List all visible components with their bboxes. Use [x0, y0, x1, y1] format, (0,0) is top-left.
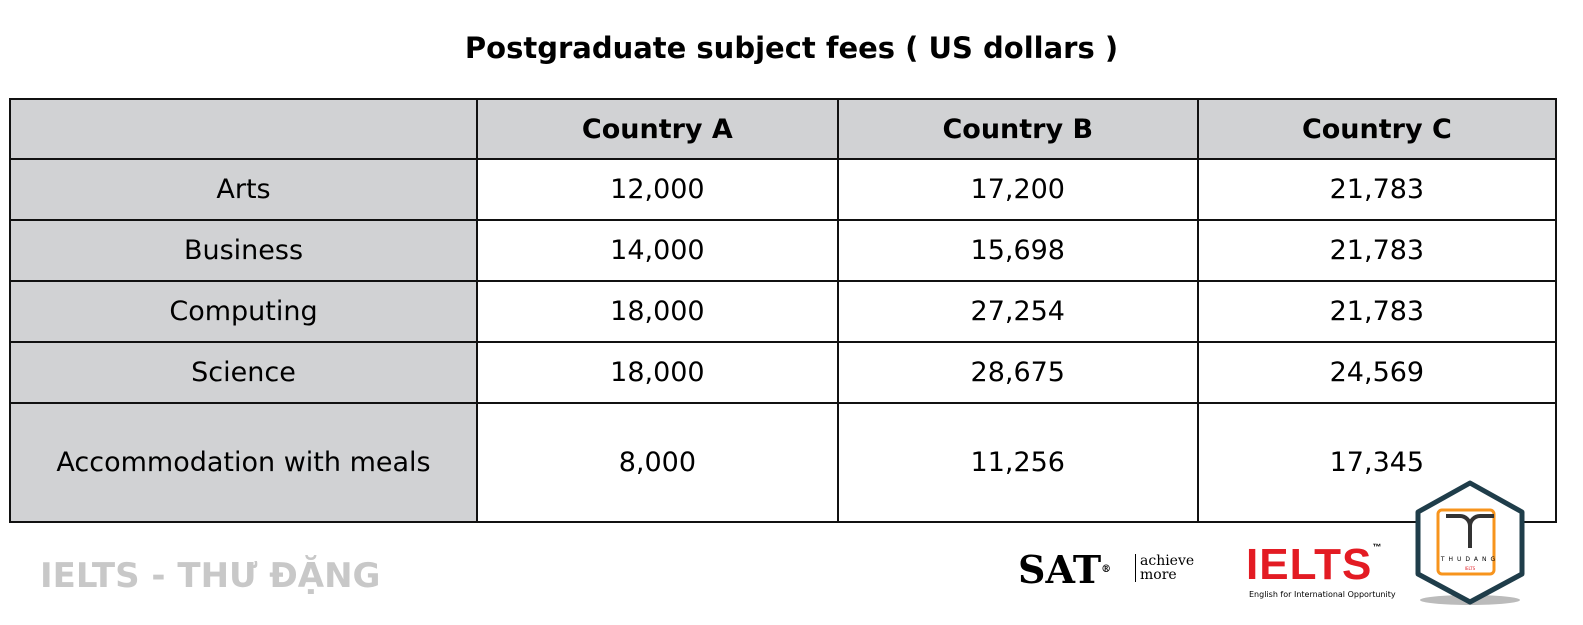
cell: 27,254	[836, 280, 1199, 343]
cell: 18,000	[476, 341, 839, 404]
thudang-logo: THUDANG IELTS	[1415, 480, 1525, 605]
sat-tagline-line-1: achieve	[1140, 553, 1195, 569]
watermark: IELTS - THƯ ĐẶNG	[40, 556, 381, 596]
table-row: Accommodation with meals 8,000 11,256 17…	[9, 402, 1558, 523]
cell: 12,000	[476, 158, 839, 221]
row-label: Computing	[9, 280, 478, 343]
row-label: Arts	[9, 158, 478, 221]
row-label: Science	[9, 341, 478, 404]
cell: 11,256	[836, 402, 1199, 523]
cell: 18,000	[476, 280, 839, 343]
book-icon	[1446, 514, 1494, 548]
cell: 24,569	[1196, 341, 1558, 404]
table-row: Arts 12,000 17,200 21,783	[9, 158, 1558, 221]
header-country-c: Country C	[1196, 98, 1558, 160]
header-country-b: Country B	[836, 98, 1199, 160]
cell: 14,000	[476, 219, 839, 282]
sat-logo: SAT®	[1018, 548, 1111, 592]
ielts-tagline: English for International Opportunity	[1249, 590, 1396, 599]
sat-registered-mark: ®	[1101, 564, 1112, 575]
cell: 8,000	[476, 402, 839, 523]
ielts-wordmark: IELTS	[1246, 540, 1373, 589]
table-title: Postgraduate subject fees ( US dollars )	[464, 31, 1119, 65]
row-label: Accommodation with meals	[9, 402, 478, 523]
cell: 17,200	[836, 158, 1199, 221]
fees-table: Country A Country B Country C Arts 12,00…	[9, 98, 1558, 523]
cell: 21,783	[1196, 280, 1558, 343]
sat-tagline: achieve more	[1135, 554, 1194, 582]
cell: 15,698	[836, 219, 1199, 282]
badge-frame	[1436, 508, 1496, 576]
badge-name: THUDANG	[1440, 556, 1499, 563]
table-row: Business 14,000 15,698 21,783	[9, 219, 1558, 282]
header-country-a: Country A	[476, 98, 839, 160]
cell: 28,675	[836, 341, 1199, 404]
table-row: Science 18,000 28,675 24,569	[9, 341, 1558, 404]
row-label: Business	[9, 219, 478, 282]
ielts-trademark: ™	[1372, 542, 1383, 552]
ielts-logo: IELTS™	[1246, 543, 1382, 587]
header-corner	[9, 98, 478, 160]
cell: 21,783	[1196, 158, 1558, 221]
header-row: Country A Country B Country C	[9, 98, 1558, 160]
sat-wordmark: SAT	[1018, 547, 1102, 592]
cell: 21,783	[1196, 219, 1558, 282]
sat-tagline-line-2: more	[1140, 567, 1177, 583]
table-row: Computing 18,000 27,254 21,783	[9, 280, 1558, 343]
badge-subtitle: IELTS	[1465, 566, 1476, 571]
